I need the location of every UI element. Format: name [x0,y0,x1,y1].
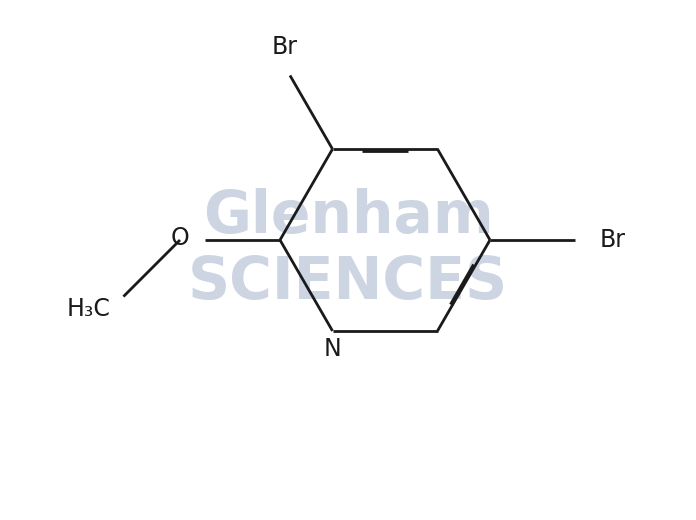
Text: Br: Br [600,228,626,252]
Text: Br: Br [272,35,298,59]
Text: H₃C: H₃C [67,296,111,320]
Text: N: N [324,337,341,361]
Text: O: O [171,226,189,250]
Text: Glenham
SCIENCES: Glenham SCIENCES [188,188,508,311]
